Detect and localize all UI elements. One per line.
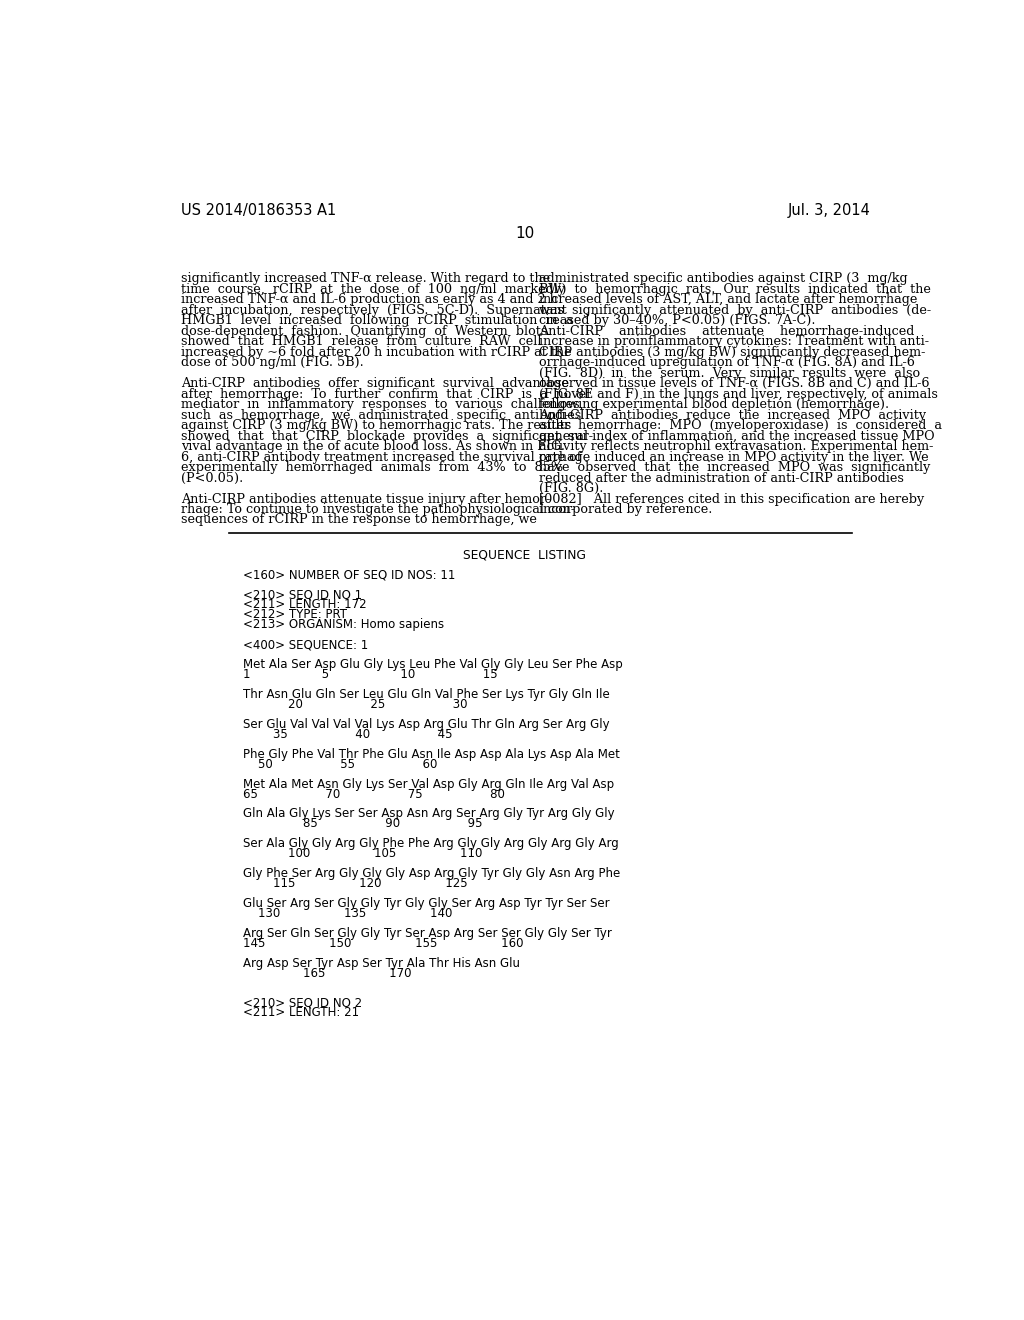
Text: sequences of rCIRP in the response to hemorrhage, we: sequences of rCIRP in the response to he…: [180, 513, 537, 527]
Text: <400> SEQUENCE: 1: <400> SEQUENCE: 1: [243, 639, 368, 651]
Text: (FIG. 8E and F) in the lungs and liver, respectively, of animals: (FIG. 8E and F) in the lungs and liver, …: [539, 388, 938, 401]
Text: 145                 150                 155                 160: 145 150 155 160: [243, 937, 523, 949]
Text: vival advantage in the of acute blood loss. As shown in FIG.: vival advantage in the of acute blood lo…: [180, 440, 564, 453]
Text: Phe Gly Phe Val Thr Phe Glu Asn Ile Asp Asp Ala Lys Asp Ala Met: Phe Gly Phe Val Thr Phe Glu Asn Ile Asp …: [243, 747, 620, 760]
Text: reduced after the administration of anti-CIRP antibodies: reduced after the administration of anti…: [539, 471, 903, 484]
Text: <211> LENGTH: 21: <211> LENGTH: 21: [243, 1006, 358, 1019]
Text: 130                 135                 140: 130 135 140: [243, 907, 452, 920]
Text: 165                 170: 165 170: [243, 966, 412, 979]
Text: 100                 105                 110: 100 105 110: [243, 847, 482, 861]
Text: increase in proinflammatory cytokines: Treatment with anti-: increase in proinflammatory cytokines: T…: [539, 335, 929, 348]
Text: observed in tissue levels of TNF-α (FIGS. 8B and C) and IL-6: observed in tissue levels of TNF-α (FIGS…: [539, 378, 929, 391]
Text: general index of inflammation, and the increased tissue MPO: general index of inflammation, and the i…: [539, 429, 934, 442]
Text: Glu Ser Arg Ser Gly Gly Tyr Gly Gly Ser Arg Asp Tyr Tyr Ser Ser: Glu Ser Arg Ser Gly Gly Tyr Gly Gly Ser …: [243, 898, 609, 909]
Text: Met Ala Met Asn Gly Lys Ser Val Asp Gly Arg Gln Ile Arg Val Asp: Met Ala Met Asn Gly Lys Ser Val Asp Gly …: [243, 777, 613, 791]
Text: after  hemorrhage:  To  further  confirm  that  CIRP  is  a  novel: after hemorrhage: To further confirm tha…: [180, 388, 590, 401]
Text: Gln Ala Gly Lys Ser Ser Asp Asn Arg Ser Arg Gly Tyr Arg Gly Gly: Gln Ala Gly Lys Ser Ser Asp Asn Arg Ser …: [243, 808, 614, 821]
Text: 85                  90                  95: 85 90 95: [243, 817, 482, 830]
Text: experimentally  hemorrhaged  animals  from  43%  to  85%: experimentally hemorrhaged animals from …: [180, 461, 563, 474]
Text: Gly Phe Ser Arg Gly Gly Gly Asp Arg Gly Tyr Gly Gly Asn Arg Phe: Gly Phe Ser Arg Gly Gly Gly Asp Arg Gly …: [243, 867, 620, 880]
Text: increased by ~6 fold after 20 h incubation with rCIRP at the: increased by ~6 fold after 20 h incubati…: [180, 346, 571, 359]
Text: <210> SEQ ID NO 1: <210> SEQ ID NO 1: [243, 589, 361, 602]
Text: [0082]   All references cited in this specification are hereby: [0082] All references cited in this spec…: [539, 492, 924, 506]
Text: BW)  to  hemorrhagic  rats.  Our  results  indicated  that  the: BW) to hemorrhagic rats. Our results ind…: [539, 282, 931, 296]
Text: Ser Ala Gly Gly Arg Gly Phe Phe Arg Gly Gly Arg Gly Arg Gly Arg: Ser Ala Gly Gly Arg Gly Phe Phe Arg Gly …: [243, 837, 618, 850]
Text: Jul. 3, 2014: Jul. 3, 2014: [787, 203, 870, 218]
Text: Arg Ser Gln Ser Gly Gly Tyr Ser Asp Arg Ser Ser Gly Gly Ser Tyr: Arg Ser Gln Ser Gly Gly Tyr Ser Asp Arg …: [243, 927, 611, 940]
Text: after  incubation,  respectively  (FIGS.  5C-D).  Supernatant: after incubation, respectively (FIGS. 5C…: [180, 304, 566, 317]
Text: orrhage induced an increase in MPO activity in the liver. We: orrhage induced an increase in MPO activ…: [539, 450, 929, 463]
Text: dose of 500 ng/ml (FIG. 5B).: dose of 500 ng/ml (FIG. 5B).: [180, 356, 364, 370]
Text: increased TNF-α and IL-6 production as early as 4 and 2 h: increased TNF-α and IL-6 production as e…: [180, 293, 557, 306]
Text: <213> ORGANISM: Homo sapiens: <213> ORGANISM: Homo sapiens: [243, 618, 443, 631]
Text: rhage: To continue to investigate the pathophysiological con-: rhage: To continue to investigate the pa…: [180, 503, 574, 516]
Text: showed  that  HMGB1  release  from  culture  RAW  cell: showed that HMGB1 release from culture R…: [180, 335, 542, 348]
Text: showed  that  that  CIRP  blockade  provides  a  significant  sur-: showed that that CIRP blockade provides …: [180, 429, 593, 442]
Text: increased levels of AST, ALT, and lactate after hemorrhage: increased levels of AST, ALT, and lactat…: [539, 293, 918, 306]
Text: was  significantly  attenuated  by  anti-CIRP  antibodies  (de-: was significantly attenuated by anti-CIR…: [539, 304, 931, 317]
Text: Ser Glu Val Val Val Val Lys Asp Arg Glu Thr Gln Arg Ser Arg Gly: Ser Glu Val Val Val Val Lys Asp Arg Glu …: [243, 718, 609, 731]
Text: against CIRP (3 mg/kg BW) to hemorrhagic rats. The results: against CIRP (3 mg/kg BW) to hemorrhagic…: [180, 420, 571, 432]
Text: Anti-CIRP  antibodies  reduce  the  increased  MPO  activity: Anti-CIRP antibodies reduce the increase…: [539, 409, 926, 421]
Text: mediator  in  inflammatory  responses  to  various  challenges,: mediator in inflammatory responses to va…: [180, 399, 584, 411]
Text: activity reflects neutrophil extravasation. Experimental hem-: activity reflects neutrophil extravasati…: [539, 440, 933, 453]
Text: 50                  55                  60: 50 55 60: [243, 758, 437, 771]
Text: Anti-CIRP  antibodies  offer  significant  survival  advantage: Anti-CIRP antibodies offer significant s…: [180, 378, 568, 391]
Text: <211> LENGTH: 172: <211> LENGTH: 172: [243, 598, 367, 611]
Text: (FIG. 8G).: (FIG. 8G).: [539, 482, 603, 495]
Text: (P<0.05).: (P<0.05).: [180, 471, 243, 484]
Text: Anti-CIRP    antibodies    attenuate    hemorrhage-induced: Anti-CIRP antibodies attenuate hemorrhag…: [539, 325, 914, 338]
Text: creased by 30–40%, P<0.05) (FIGS. 7A-C).: creased by 30–40%, P<0.05) (FIGS. 7A-C).: [539, 314, 815, 327]
Text: dose-dependent  fashion.  Quantifying  of  Western  blots: dose-dependent fashion. Quantifying of W…: [180, 325, 547, 338]
Text: Thr Asn Glu Gln Ser Leu Glu Gln Val Phe Ser Lys Tyr Gly Gln Ile: Thr Asn Glu Gln Ser Leu Glu Gln Val Phe …: [243, 688, 609, 701]
Text: orrhage-induced upregulation of TNF-α (FIG. 8A) and IL-6: orrhage-induced upregulation of TNF-α (F…: [539, 356, 914, 370]
Text: significantly increased TNF-α release. With regard to the: significantly increased TNF-α release. W…: [180, 272, 550, 285]
Text: administrated specific antibodies against CIRP (3  mg/kg: administrated specific antibodies agains…: [539, 272, 907, 285]
Text: 6, anti-CIRP antibody treatment increased the survival rate of: 6, anti-CIRP antibody treatment increase…: [180, 450, 582, 463]
Text: 1                   5                   10                  15: 1 5 10 15: [243, 668, 498, 681]
Text: (FIG.  8D)  in  the  serum.  Very  similar  results  were  also: (FIG. 8D) in the serum. Very similar res…: [539, 367, 920, 380]
Text: US 2014/0186353 A1: US 2014/0186353 A1: [180, 203, 336, 218]
Text: HMGB1  level  increased  following  rCIRP  stimulation  in  a: HMGB1 level increased following rCIRP st…: [180, 314, 573, 327]
Text: incorporated by reference.: incorporated by reference.: [539, 503, 712, 516]
Text: Met Ala Ser Asp Glu Gly Lys Leu Phe Val Gly Gly Leu Ser Phe Asp: Met Ala Ser Asp Glu Gly Lys Leu Phe Val …: [243, 659, 623, 671]
Text: <210> SEQ ID NO 2: <210> SEQ ID NO 2: [243, 997, 361, 1010]
Text: following experimental blood depletion (hemorrhage).: following experimental blood depletion (…: [539, 399, 889, 411]
Text: 10: 10: [515, 226, 535, 242]
Text: after  hemorrhage:  MPO  (myeloperoxidase)  is  considered  a: after hemorrhage: MPO (myeloperoxidase) …: [539, 420, 942, 432]
Text: Arg Asp Ser Tyr Asp Ser Tyr Ala Thr His Asn Glu: Arg Asp Ser Tyr Asp Ser Tyr Ala Thr His …: [243, 957, 520, 970]
Text: Anti-CIRP antibodies attenuate tissue injury after hemor-: Anti-CIRP antibodies attenuate tissue in…: [180, 492, 550, 506]
Text: <212> TYPE: PRT: <212> TYPE: PRT: [243, 609, 347, 622]
Text: time  course,  rCIRP  at  the  dose  of  100  ng/ml  markedly: time course, rCIRP at the dose of 100 ng…: [180, 282, 565, 296]
Text: have  observed  that  the  increased  MPO  was  significantly: have observed that the increased MPO was…: [539, 461, 930, 474]
Text: CIRP antibodies (3 mg/kg BW) significantly decreased hem-: CIRP antibodies (3 mg/kg BW) significant…: [539, 346, 925, 359]
Text: 20                  25                  30: 20 25 30: [243, 698, 467, 711]
Text: such  as  hemorrhage,  we  administrated  specific  antibodies: such as hemorrhage, we administrated spe…: [180, 409, 581, 421]
Text: <160> NUMBER OF SEQ ID NOS: 11: <160> NUMBER OF SEQ ID NOS: 11: [243, 569, 455, 582]
Text: 35                  40                  45: 35 40 45: [243, 727, 453, 741]
Text: 65                  70                  75                  80: 65 70 75 80: [243, 788, 505, 800]
Text: 115                 120                 125: 115 120 125: [243, 876, 467, 890]
Text: SEQUENCE  LISTING: SEQUENCE LISTING: [464, 549, 586, 561]
